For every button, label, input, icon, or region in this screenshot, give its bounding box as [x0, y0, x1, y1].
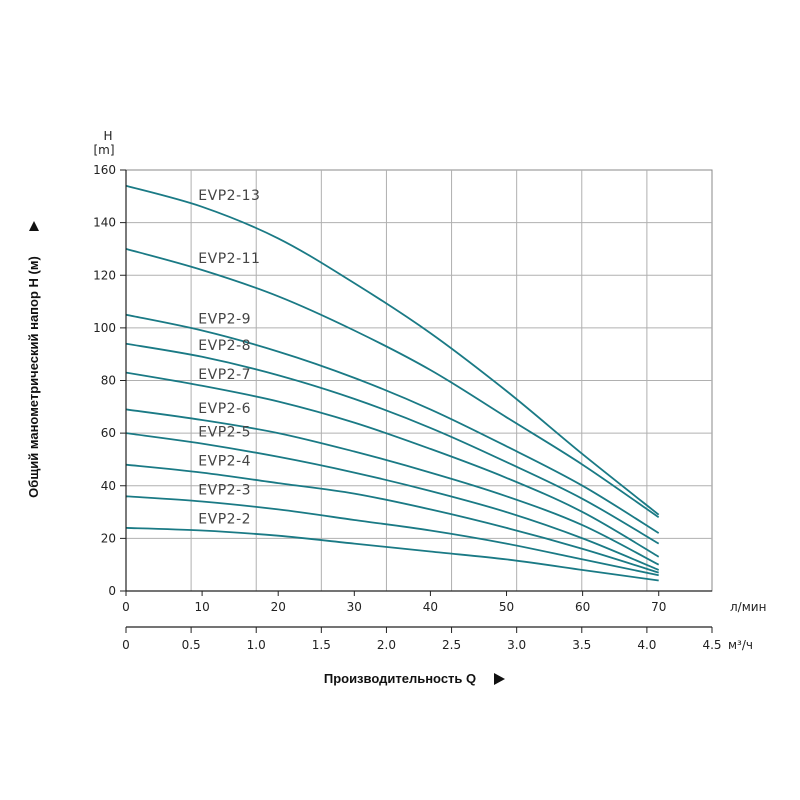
y-axis-title: Общий манометрический напор H (м) [26, 256, 41, 498]
x-lpm-tick-label: 60 [575, 600, 590, 614]
y-tick-label: 160 [93, 163, 116, 177]
y-tick-label: 20 [101, 531, 116, 545]
curve-evp2-8 [125, 342, 660, 545]
x-lpm-tick-label: 0 [122, 600, 130, 614]
curve-label-evp2-13: EVP2-13 [198, 188, 260, 204]
x-m3h-tick-label: 3.5 [572, 638, 591, 652]
x-m3h-tick-label: 4.0 [637, 638, 656, 652]
curve-evp2-7 [125, 371, 660, 558]
y-tick-label: 140 [93, 216, 116, 230]
x-m3h-tick-label: 1.0 [247, 638, 266, 652]
y-axis-arrow-icon [29, 221, 39, 231]
x-axis-title: Производительность Q [324, 671, 476, 686]
curve-label-evp2-9: EVP2-9 [198, 312, 251, 328]
x-lpm-tick-label: 10 [194, 600, 209, 614]
curve-evp2-4 [125, 463, 659, 574]
x-m3h-tick-label: 2.5 [442, 638, 461, 652]
curve-label-evp2-6: EVP2-6 [198, 401, 251, 417]
curve-label-evp2-3: EVP2-3 [198, 483, 251, 499]
x-lpm-tick-label: 40 [423, 600, 438, 614]
y-axis-top-label-unit: [m] [93, 143, 114, 157]
curves [125, 184, 660, 582]
curve-evp2-5 [125, 432, 660, 571]
y-axis-top-label-h: H [103, 129, 112, 143]
x-lpm-tick-label: 30 [347, 600, 362, 614]
y-tick-label: 80 [101, 374, 116, 388]
x-axis-m3h: 0 0.5 1.0 1.5 2.0 2.5 3.0 3.5 4.0 4.5 м³/ч [122, 626, 753, 652]
x-lpm-tick-label: 20 [271, 600, 286, 614]
curve-label-evp2-11: EVP2-11 [198, 251, 260, 267]
curve-evp2-6 [125, 408, 660, 566]
y-axis: 0 20 40 60 80 100 120 140 160 [93, 163, 127, 598]
curve-evp2-9 [125, 313, 660, 534]
x-m3h-tick-label: 3.0 [507, 638, 526, 652]
x-m3h-unit: м³/ч [728, 638, 753, 652]
y-tick-label: 100 [93, 321, 116, 335]
x-m3h-tick-label: 2.0 [377, 638, 396, 652]
x-axis-lpm: 0 10 20 30 40 50 60 70 л/мин [122, 590, 766, 614]
curve-evp2-13 [125, 184, 660, 516]
x-axis-arrow-icon [494, 673, 505, 685]
curve-evp2-11 [125, 248, 660, 519]
x-lpm-tick-label: 50 [499, 600, 514, 614]
grid [125, 169, 713, 592]
curve-label-evp2-7: EVP2-7 [198, 367, 251, 383]
y-axis-title-group: Общий манометрический напор H (м) [26, 221, 41, 498]
x-m3h-tick-label: 0 [122, 638, 130, 652]
x-m3h-tick-label: 0.5 [182, 638, 201, 652]
y-tick-label: 0 [108, 584, 116, 598]
x-lpm-unit: л/мин [730, 600, 766, 614]
y-tick-label: 40 [101, 479, 116, 493]
x-lpm-tick-label: 70 [651, 600, 666, 614]
curve-evp2-3 [125, 495, 659, 577]
curve-evp2-2 [125, 527, 659, 582]
curve-label-evp2-8: EVP2-8 [198, 338, 251, 354]
curve-label-evp2-2: EVP2-2 [198, 511, 251, 527]
x-m3h-tick-label: 4.5 [702, 638, 721, 652]
curve-label-evp2-5: EVP2-5 [198, 425, 251, 441]
curve-labels: EVP2-13 EVP2-11 EVP2-9 EVP2-8 EVP2-7 EVP2-6 EV… [198, 188, 260, 528]
y-tick-label: 120 [93, 268, 116, 282]
curve-label-evp2-4: EVP2-4 [198, 454, 251, 470]
x-m3h-tick-label: 1.5 [312, 638, 331, 652]
y-tick-label: 60 [101, 426, 116, 440]
